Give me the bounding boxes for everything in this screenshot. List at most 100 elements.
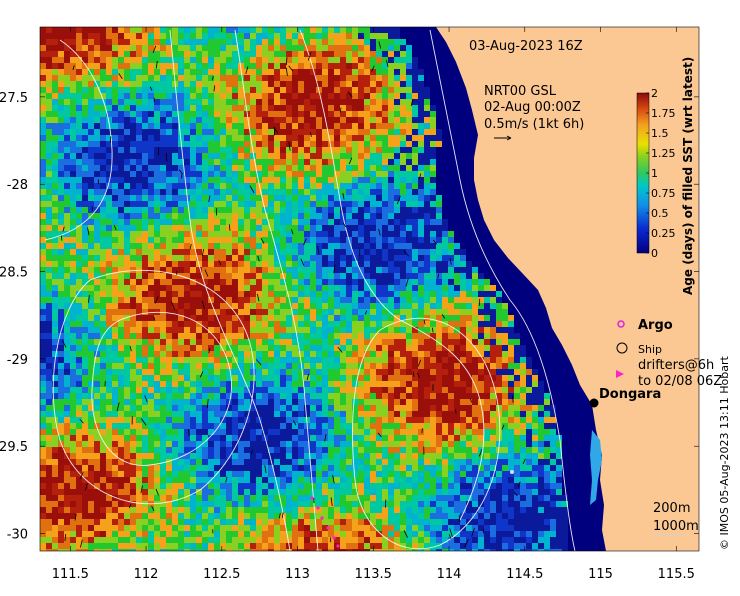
sst-pixel bbox=[262, 267, 268, 273]
sst-pixel bbox=[172, 219, 178, 225]
sst-pixel bbox=[178, 417, 184, 423]
sst-pixel bbox=[208, 39, 214, 45]
sst-pixel bbox=[112, 387, 118, 393]
sst-pixel bbox=[268, 315, 274, 321]
sst-pixel bbox=[274, 39, 280, 45]
sst-pixel bbox=[316, 189, 322, 195]
sst-pixel bbox=[118, 363, 124, 369]
sst-pixel bbox=[286, 387, 292, 393]
sst-pixel bbox=[370, 339, 376, 345]
sst-pixel bbox=[550, 411, 556, 417]
sst-pixel bbox=[196, 345, 202, 351]
sst-pixel bbox=[490, 417, 496, 423]
sst-pixel bbox=[364, 279, 370, 285]
sst-pixel bbox=[136, 261, 142, 267]
sst-pixel bbox=[76, 171, 82, 177]
sst-pixel bbox=[358, 195, 364, 201]
sst-pixel bbox=[286, 417, 292, 423]
sst-pixel bbox=[154, 147, 160, 153]
sst-pixel bbox=[100, 135, 106, 141]
sst-pixel bbox=[424, 195, 430, 201]
sst-pixel bbox=[250, 87, 256, 93]
sst-pixel bbox=[202, 117, 208, 123]
sst-pixel bbox=[220, 291, 226, 297]
sst-pixel bbox=[52, 63, 58, 69]
sst-pixel bbox=[76, 75, 82, 81]
sst-pixel bbox=[304, 87, 310, 93]
sst-pixel bbox=[232, 303, 238, 309]
sst-pixel bbox=[130, 291, 136, 297]
sst-pixel bbox=[142, 147, 148, 153]
sst-pixel bbox=[160, 171, 166, 177]
sst-pixel bbox=[76, 285, 82, 291]
sst-pixel bbox=[88, 249, 94, 255]
sst-pixel bbox=[154, 33, 160, 39]
sst-pixel bbox=[148, 327, 154, 333]
sst-pixel bbox=[208, 297, 214, 303]
sst-pixel bbox=[196, 267, 202, 273]
sst-pixel bbox=[382, 381, 388, 387]
sst-pixel bbox=[412, 255, 418, 261]
sst-pixel bbox=[136, 381, 142, 387]
sst-pixel bbox=[340, 171, 346, 177]
sst-pixel bbox=[298, 333, 304, 339]
sst-pixel bbox=[352, 111, 358, 117]
sst-pixel bbox=[424, 333, 430, 339]
sst-pixel bbox=[478, 339, 484, 345]
sst-pixel bbox=[94, 33, 100, 39]
sst-pixel bbox=[340, 357, 346, 363]
sst-pixel bbox=[250, 153, 256, 159]
sst-pixel bbox=[316, 165, 322, 171]
sst-pixel bbox=[394, 393, 400, 399]
sst-pixel bbox=[118, 135, 124, 141]
sst-pixel bbox=[58, 333, 64, 339]
sst-pixel bbox=[298, 147, 304, 153]
sst-pixel bbox=[106, 351, 112, 357]
sst-pixel bbox=[40, 375, 46, 381]
sst-pixel bbox=[232, 225, 238, 231]
sst-pixel bbox=[292, 369, 298, 375]
sst-pixel bbox=[508, 327, 514, 333]
sst-pixel bbox=[328, 213, 334, 219]
sst-pixel bbox=[280, 339, 286, 345]
sst-pixel bbox=[52, 429, 58, 435]
sst-pixel bbox=[142, 321, 148, 327]
sst-pixel bbox=[316, 39, 322, 45]
sst-pixel bbox=[484, 345, 490, 351]
sst-pixel bbox=[340, 207, 346, 213]
sst-pixel bbox=[220, 339, 226, 345]
sst-pixel bbox=[382, 159, 388, 165]
sst-pixel bbox=[412, 273, 418, 279]
sst-pixel bbox=[142, 333, 148, 339]
sst-pixel bbox=[430, 381, 436, 387]
sst-pixel bbox=[100, 237, 106, 243]
sst-pixel bbox=[100, 69, 106, 75]
sst-pixel bbox=[154, 63, 160, 69]
sst-pixel bbox=[304, 375, 310, 381]
sst-pixel bbox=[142, 357, 148, 363]
sst-pixel bbox=[382, 63, 388, 69]
sst-pixel bbox=[202, 345, 208, 351]
sst-pixel bbox=[130, 303, 136, 309]
sst-pixel bbox=[418, 69, 424, 75]
sst-pixel bbox=[382, 207, 388, 213]
sst-pixel bbox=[118, 333, 124, 339]
sst-pixel bbox=[436, 363, 442, 369]
sst-pixel bbox=[298, 249, 304, 255]
sst-pixel bbox=[244, 393, 250, 399]
sst-pixel bbox=[388, 267, 394, 273]
sst-pixel bbox=[106, 315, 112, 321]
sst-pixel bbox=[148, 69, 154, 75]
sst-pixel bbox=[274, 297, 280, 303]
sst-pixel bbox=[64, 195, 70, 201]
sst-pixel bbox=[382, 357, 388, 363]
sst-pixel bbox=[448, 399, 454, 405]
sst-pixel bbox=[424, 429, 430, 435]
sst-pixel bbox=[274, 255, 280, 261]
sst-pixel bbox=[70, 177, 76, 183]
sst-pixel bbox=[208, 219, 214, 225]
sst-pixel bbox=[64, 363, 70, 369]
sst-pixel bbox=[364, 435, 370, 441]
sst-pixel bbox=[244, 291, 250, 297]
sst-pixel bbox=[148, 105, 154, 111]
